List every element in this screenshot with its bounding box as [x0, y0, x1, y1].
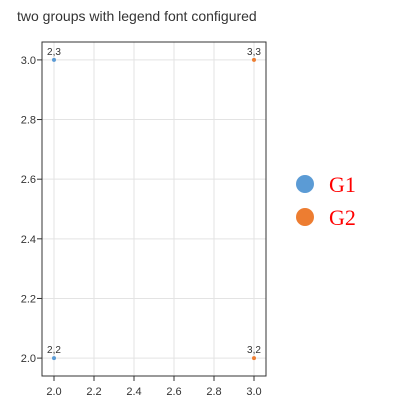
data-point-g2: [252, 57, 256, 62]
data-label: 3,3: [247, 47, 261, 58]
data-label: 2,2: [47, 345, 61, 356]
y-tick-label: 3.0: [21, 55, 36, 67]
y-tick-label: 2.2: [21, 293, 36, 305]
y-tick-label: 2.6: [21, 174, 36, 186]
x-tick-label: 2.4: [126, 386, 141, 398]
data-label: 3,2: [247, 345, 261, 356]
legend-label-g2: G2: [329, 205, 356, 230]
legend-marker-g2: [296, 208, 314, 226]
data-point-g1: [52, 57, 56, 62]
y-tick-label: 2.4: [21, 234, 36, 246]
y-tick-label: 2.0: [21, 353, 36, 365]
x-tick-label: 2.2: [86, 386, 101, 398]
legend-label-g1: G1: [329, 172, 356, 197]
chart-title: two groups with legend font configured: [17, 8, 257, 24]
plot-area: [41, 41, 267, 377]
data-points: 2,3 2,2 3,3 3,2: [47, 47, 261, 361]
data-point-g2: [252, 356, 256, 361]
x-axis: 2.0 2.2 2.4 2.6 2.8 3.0: [46, 376, 262, 398]
x-tick-label: 2.6: [166, 386, 181, 398]
x-tick-label: 3.0: [246, 386, 261, 398]
y-tick-label: 2.8: [21, 115, 36, 127]
data-point-g1: [52, 356, 56, 361]
legend-marker-g1: [296, 175, 314, 193]
y-axis: 2.0 2.2 2.4 2.6 2.8 3.0: [21, 55, 42, 365]
data-label: 2,3: [47, 47, 61, 58]
x-tick-label: 2.0: [46, 386, 61, 398]
grid-lines: [42, 42, 266, 376]
x-tick-label: 2.8: [206, 386, 221, 398]
